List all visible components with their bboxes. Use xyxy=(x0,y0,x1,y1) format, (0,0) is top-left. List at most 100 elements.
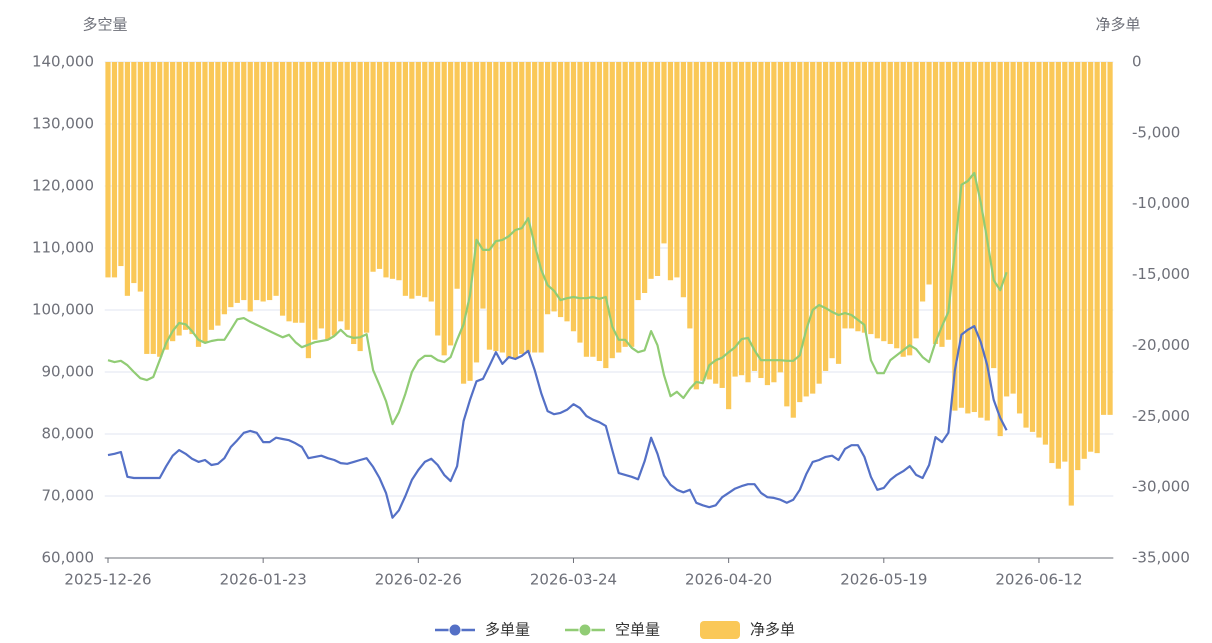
bars xyxy=(105,62,1113,506)
bar xyxy=(991,62,997,369)
bar xyxy=(105,62,111,278)
bar xyxy=(874,62,880,339)
bar xyxy=(1010,62,1016,394)
bar xyxy=(706,62,712,380)
bar xyxy=(260,62,266,302)
bar xyxy=(1036,62,1042,438)
bar xyxy=(344,62,350,330)
legend-swatch xyxy=(578,623,592,637)
bar xyxy=(823,62,829,371)
legend-label: 空单量 xyxy=(615,621,660,639)
bar xyxy=(493,62,499,352)
bar xyxy=(351,62,357,345)
bar xyxy=(254,62,260,301)
bar xyxy=(131,62,137,284)
bar xyxy=(1016,62,1023,414)
bar xyxy=(965,62,971,414)
y-axis-label: 多空量 xyxy=(82,16,127,34)
bar xyxy=(267,62,273,301)
bar xyxy=(700,62,706,381)
bar xyxy=(273,62,279,296)
bar xyxy=(810,62,816,394)
bar xyxy=(971,62,977,413)
bar xyxy=(758,62,764,379)
y2-tick-label: 0 xyxy=(1132,53,1142,71)
y2-tick-label: -15,000 xyxy=(1132,265,1190,283)
line xyxy=(107,325,1008,519)
bar xyxy=(473,62,480,363)
bar xyxy=(868,62,874,335)
bar xyxy=(855,62,861,332)
bar xyxy=(111,62,118,278)
bar xyxy=(292,62,299,323)
bar xyxy=(881,62,887,342)
bar xyxy=(460,62,467,384)
bar xyxy=(480,62,486,309)
bar xyxy=(1023,62,1029,428)
bar xyxy=(215,62,221,326)
bar xyxy=(331,62,337,336)
bar xyxy=(525,62,531,353)
bar xyxy=(629,62,635,347)
bar xyxy=(538,62,544,353)
line xyxy=(107,171,1008,426)
legend-swatch xyxy=(700,621,740,639)
bar xyxy=(441,62,447,356)
bar xyxy=(861,62,868,333)
bar xyxy=(829,62,835,359)
bar xyxy=(1094,62,1100,454)
bar xyxy=(176,62,182,336)
bar xyxy=(583,62,590,357)
legend-label: 净多单 xyxy=(750,621,795,639)
bar xyxy=(564,62,570,322)
bar xyxy=(726,62,732,410)
y2-tick-label: -5,000 xyxy=(1132,123,1180,141)
bar xyxy=(532,62,538,353)
x-tick-label: 2025-12-26 xyxy=(64,571,151,589)
bar xyxy=(189,62,195,335)
bar xyxy=(241,62,247,301)
bar xyxy=(182,62,189,330)
bar xyxy=(1062,62,1068,462)
bar xyxy=(195,62,202,347)
bar xyxy=(719,62,725,388)
bar xyxy=(667,62,674,281)
x-tick-label: 2026-05-19 xyxy=(840,571,927,589)
bar xyxy=(745,62,751,383)
bar xyxy=(661,62,667,244)
x-tick-label: 2026-04-20 xyxy=(685,571,772,589)
bar xyxy=(428,62,434,302)
bar xyxy=(545,62,551,315)
bar xyxy=(1075,62,1081,471)
x-tick-label: 2026-02-26 xyxy=(375,571,462,589)
bar xyxy=(784,62,790,407)
bar xyxy=(435,62,441,336)
bar xyxy=(797,62,803,403)
bar xyxy=(402,62,408,296)
bar xyxy=(157,62,163,357)
bar xyxy=(118,62,124,267)
bar xyxy=(1068,62,1074,506)
bar xyxy=(932,62,939,345)
bar xyxy=(777,62,783,373)
y-tick-label: 110,000 xyxy=(32,239,94,257)
x-tick-label: 2026-01-23 xyxy=(220,571,307,589)
bar xyxy=(958,62,964,408)
bar xyxy=(978,62,984,418)
bar xyxy=(370,62,376,272)
x-tick-label: 2026-06-12 xyxy=(995,571,1082,589)
bar xyxy=(150,62,156,354)
bar xyxy=(654,62,661,276)
bar xyxy=(357,62,363,352)
y2-tick-label: -20,000 xyxy=(1132,336,1190,354)
bar xyxy=(887,62,893,345)
bar xyxy=(713,62,719,384)
bar xyxy=(945,62,952,340)
bar xyxy=(680,62,686,298)
bar xyxy=(835,62,842,364)
bar xyxy=(512,62,518,359)
bar xyxy=(1004,62,1010,397)
y-tick-label: 70,000 xyxy=(42,487,95,505)
bar xyxy=(842,62,848,329)
